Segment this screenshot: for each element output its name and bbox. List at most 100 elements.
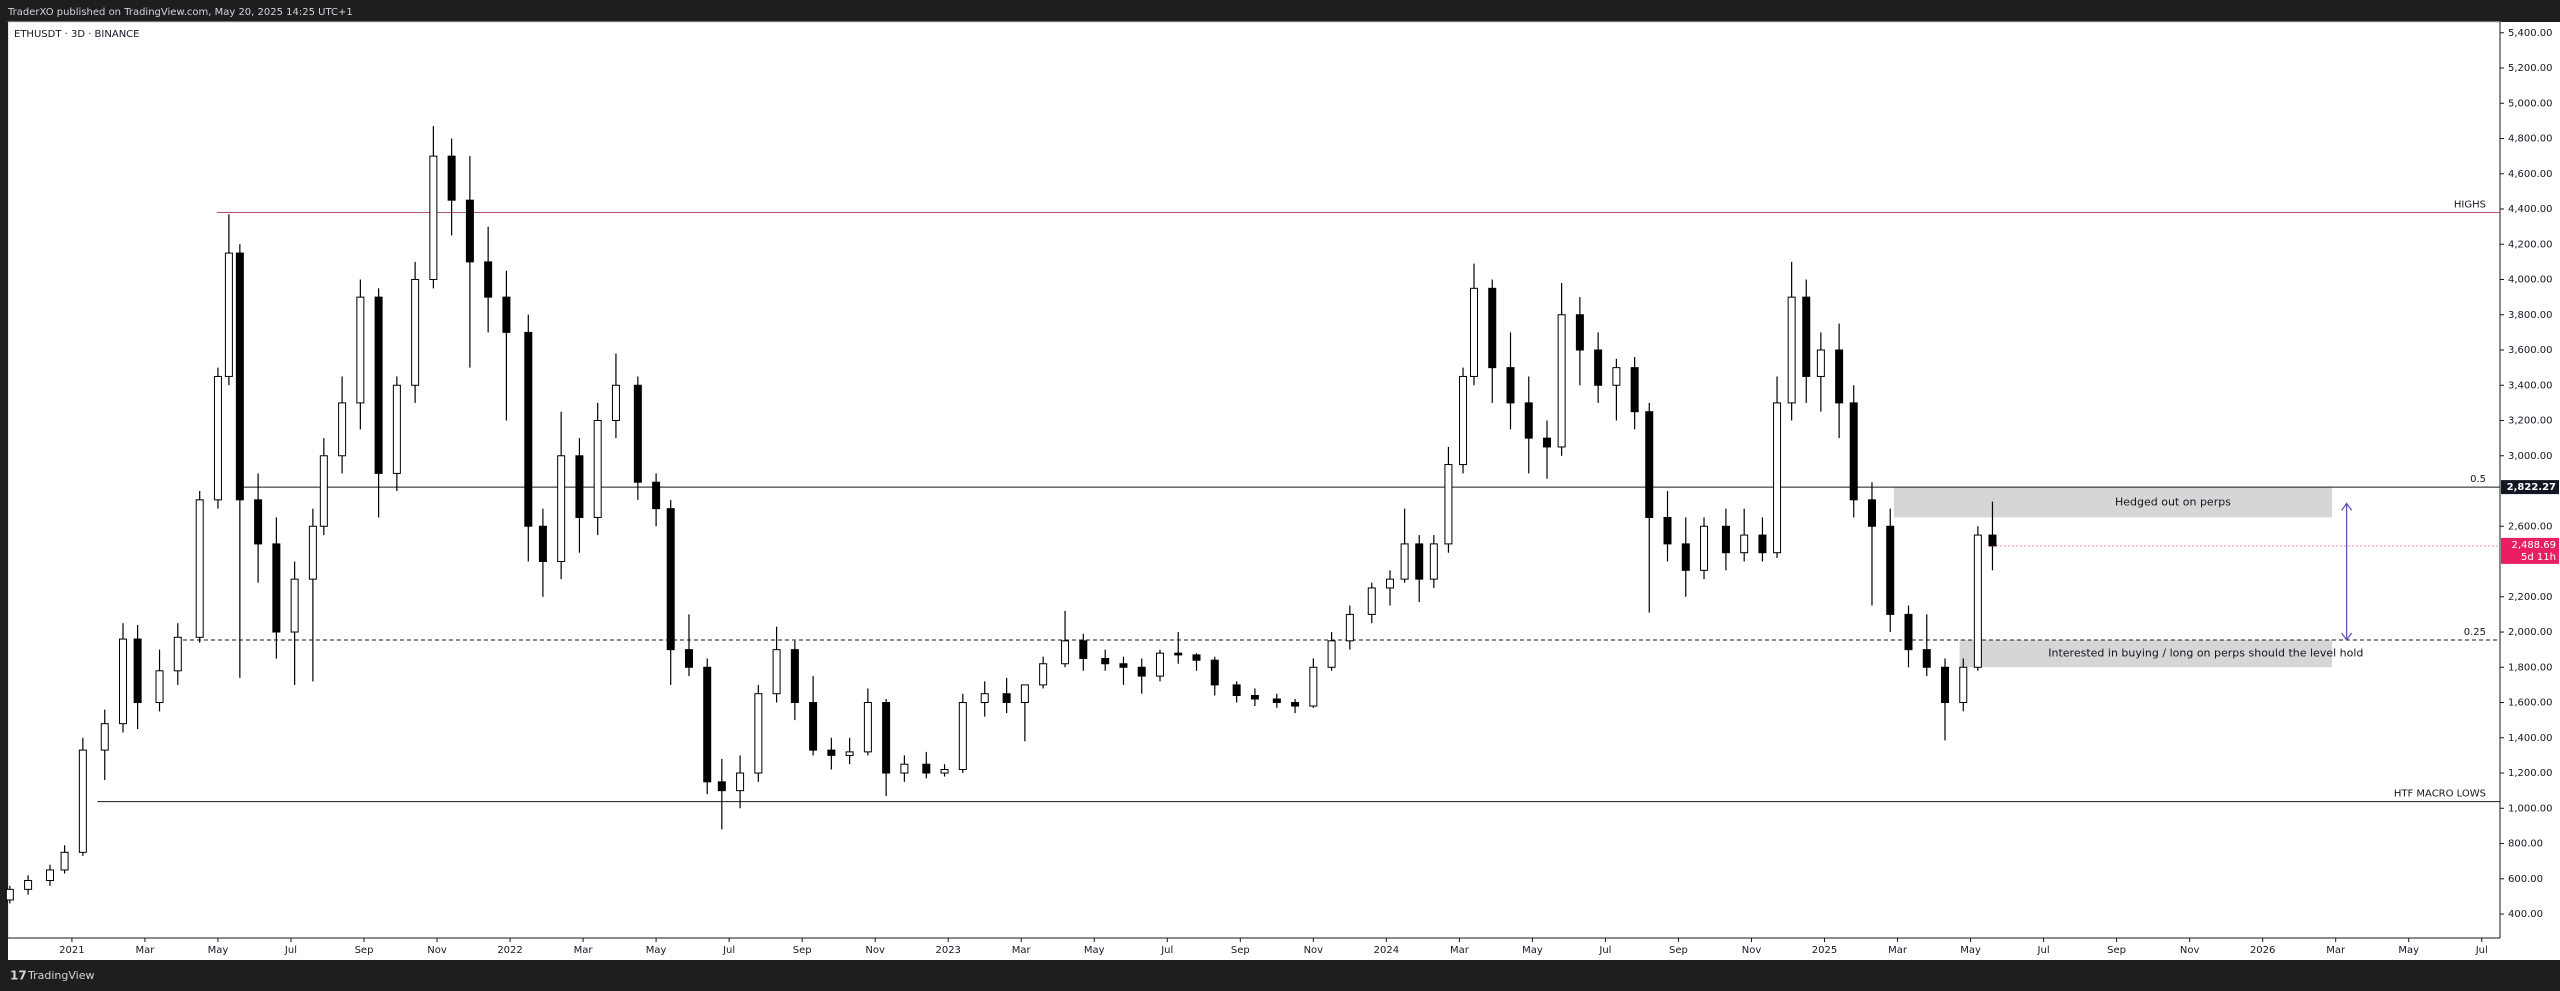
x-tick-label: Mar bbox=[2326, 945, 2346, 956]
x-tick-label: 2026 bbox=[2250, 945, 2275, 956]
candle-body bbox=[772, 649, 781, 695]
candle-body bbox=[1867, 499, 1876, 527]
last-price-tag bbox=[2501, 537, 2559, 564]
x-tick-label: Mar bbox=[135, 945, 155, 956]
candle-body bbox=[940, 768, 949, 774]
candle-body bbox=[900, 763, 909, 774]
y-tick-label: 600.00 bbox=[2508, 874, 2543, 885]
candle-body bbox=[1543, 437, 1552, 448]
y-tick-label: 400.00 bbox=[2508, 909, 2543, 920]
candle-body bbox=[882, 702, 891, 774]
candle-body bbox=[666, 508, 675, 651]
y-tick-label: 2,200.00 bbox=[2508, 592, 2553, 603]
x-tick-label: 2024 bbox=[1374, 945, 1399, 956]
candle-body bbox=[1119, 663, 1128, 668]
candle-body bbox=[684, 649, 693, 668]
candle-body bbox=[1367, 587, 1376, 615]
bottom-bar bbox=[0, 960, 2560, 991]
x-tick-label: Nov bbox=[427, 945, 447, 956]
x-tick-label: 2021 bbox=[59, 945, 84, 956]
candle-body bbox=[411, 279, 420, 386]
candle-body bbox=[845, 751, 854, 756]
candle-body bbox=[1886, 525, 1895, 615]
x-tick-label: Jul bbox=[1598, 945, 1611, 956]
logo-mark: 17 bbox=[10, 969, 27, 983]
candle-body bbox=[863, 702, 872, 753]
candle-body bbox=[754, 693, 763, 774]
candle-body bbox=[1740, 534, 1749, 554]
candle-body bbox=[1773, 402, 1782, 554]
candle-body bbox=[308, 525, 317, 580]
y-tick-label: 3,000.00 bbox=[2508, 451, 2553, 462]
candle-body bbox=[213, 375, 222, 501]
y-tick-label: 1,600.00 bbox=[2508, 698, 2553, 709]
candle-body bbox=[1415, 543, 1424, 580]
candle-body bbox=[538, 525, 547, 563]
x-tick-label: 2022 bbox=[497, 945, 522, 956]
x-tick-label: Jul bbox=[284, 945, 297, 956]
candle-body bbox=[173, 636, 182, 672]
candle-body bbox=[980, 693, 989, 704]
candle-body bbox=[1612, 367, 1621, 386]
candle-body bbox=[447, 155, 456, 201]
candle-body bbox=[1250, 694, 1259, 700]
candle-body bbox=[5, 888, 14, 901]
candle-body bbox=[1079, 640, 1088, 659]
zone bbox=[1959, 639, 2333, 668]
x-tick-label: Mar bbox=[574, 945, 594, 956]
candle-body bbox=[1210, 659, 1219, 686]
candle-body bbox=[1835, 349, 1844, 404]
candle-body bbox=[633, 384, 642, 483]
x-tick-label: Nov bbox=[865, 945, 885, 956]
candle-body bbox=[1630, 367, 1639, 413]
y-tick-label: 3,400.00 bbox=[2508, 380, 2553, 391]
candle-body bbox=[1469, 287, 1478, 377]
countdown-label: 5d 11h bbox=[2521, 552, 2556, 563]
candle-body bbox=[1429, 543, 1438, 580]
candle-body bbox=[1506, 367, 1515, 404]
candle-body bbox=[790, 649, 799, 704]
candle-body bbox=[1291, 702, 1300, 707]
candle-body bbox=[1345, 613, 1354, 642]
candle-body bbox=[717, 781, 726, 792]
y-tick-label: 2,600.00 bbox=[2508, 521, 2553, 532]
candle-body bbox=[119, 638, 128, 725]
candle-body bbox=[1988, 534, 1997, 547]
candle-body bbox=[1386, 578, 1395, 589]
x-tick-label: May bbox=[2398, 945, 2419, 956]
candle-body bbox=[1524, 402, 1533, 439]
level-price-tag bbox=[2501, 480, 2559, 495]
candle-body bbox=[1575, 314, 1584, 351]
x-tick-label: May bbox=[646, 945, 667, 956]
candle-body bbox=[1459, 375, 1468, 466]
zone-label: Interested in buying / long on perps sho… bbox=[2048, 647, 2363, 660]
y-tick-label: 4,600.00 bbox=[2508, 169, 2553, 180]
y-tick-label: 4,200.00 bbox=[2508, 239, 2553, 250]
x-tick-label: Mar bbox=[1012, 945, 1032, 956]
publisher: TraderXO published on TradingView.com, M… bbox=[7, 7, 353, 18]
candle-body bbox=[1663, 516, 1672, 545]
candle-body bbox=[703, 666, 712, 783]
x-tick-label: Sep bbox=[2107, 945, 2126, 956]
x-tick-label: 2023 bbox=[935, 945, 960, 956]
candle-body bbox=[1400, 543, 1409, 580]
candle-body bbox=[1645, 411, 1654, 518]
candle-body bbox=[1904, 613, 1913, 651]
candle-body bbox=[922, 763, 931, 774]
candle-body bbox=[736, 772, 745, 792]
candle-body bbox=[374, 296, 383, 474]
candle-body bbox=[1444, 464, 1453, 545]
candle-body bbox=[1941, 666, 1950, 704]
candle-body bbox=[484, 261, 493, 298]
x-tick-label: Nov bbox=[1304, 945, 1324, 956]
y-tick-label: 3,200.00 bbox=[2508, 416, 2553, 427]
x-tick-label: Nov bbox=[2180, 945, 2200, 956]
candle-body bbox=[290, 578, 299, 633]
x-tick-label: May bbox=[1522, 945, 1543, 956]
candle-body bbox=[557, 455, 566, 563]
candle-body bbox=[1816, 349, 1825, 377]
x-tick-label: Jul bbox=[722, 945, 735, 956]
level-label: HTF MACRO LOWS bbox=[2394, 789, 2486, 800]
candle-body bbox=[1192, 654, 1201, 661]
